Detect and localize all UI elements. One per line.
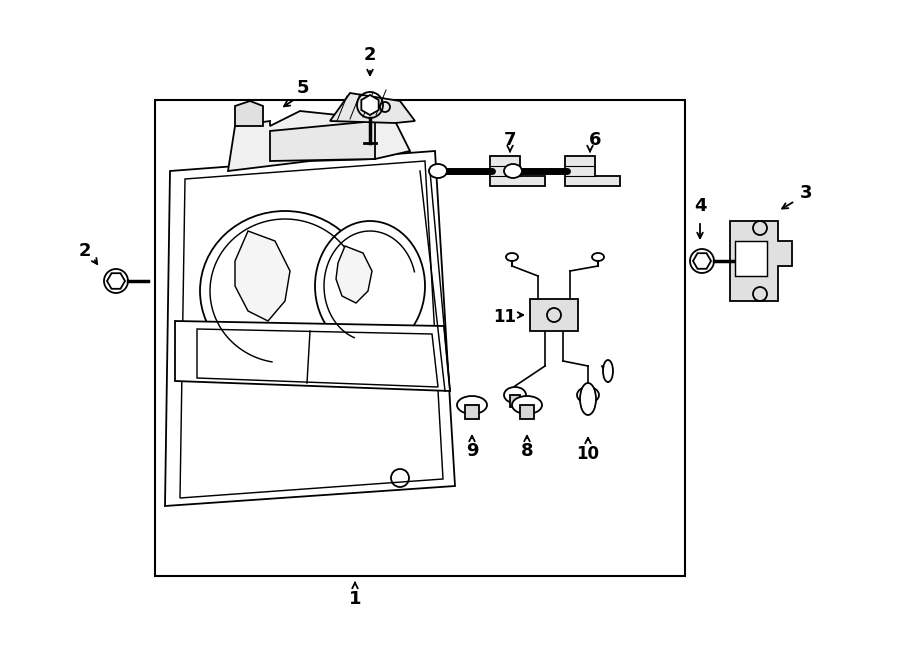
Text: 9: 9 [466,442,478,460]
Text: 2: 2 [364,46,376,64]
Bar [530,299,578,331]
Polygon shape [165,151,455,506]
Ellipse shape [580,383,596,415]
Polygon shape [228,111,410,171]
Text: 7: 7 [504,131,517,149]
Polygon shape [336,246,372,303]
Polygon shape [235,231,290,321]
Text: 6: 6 [589,131,601,149]
Text: 5: 5 [297,79,310,97]
Text: 11: 11 [493,308,517,326]
Ellipse shape [577,387,599,403]
Ellipse shape [457,396,487,414]
Ellipse shape [315,221,425,351]
Text: 10: 10 [577,445,599,463]
Bar [735,241,767,276]
Polygon shape [490,156,545,186]
Text: 4: 4 [694,197,706,215]
Text: 3: 3 [800,184,812,202]
Ellipse shape [506,253,518,261]
Ellipse shape [592,253,604,261]
Polygon shape [175,321,450,391]
Bar [510,395,520,407]
Text: 8: 8 [521,442,534,460]
Polygon shape [565,156,620,186]
Bar [583,395,593,407]
Polygon shape [235,101,263,126]
Text: 1: 1 [349,590,361,608]
Text: 2: 2 [79,242,91,260]
Ellipse shape [504,387,526,403]
Bar [520,405,534,419]
Ellipse shape [603,360,613,382]
Ellipse shape [429,164,447,178]
Ellipse shape [504,164,522,178]
Ellipse shape [200,211,370,371]
Polygon shape [330,93,415,123]
Polygon shape [730,221,792,301]
Bar [465,405,479,419]
Polygon shape [270,121,375,161]
Bar [155,100,685,576]
Ellipse shape [512,396,542,414]
